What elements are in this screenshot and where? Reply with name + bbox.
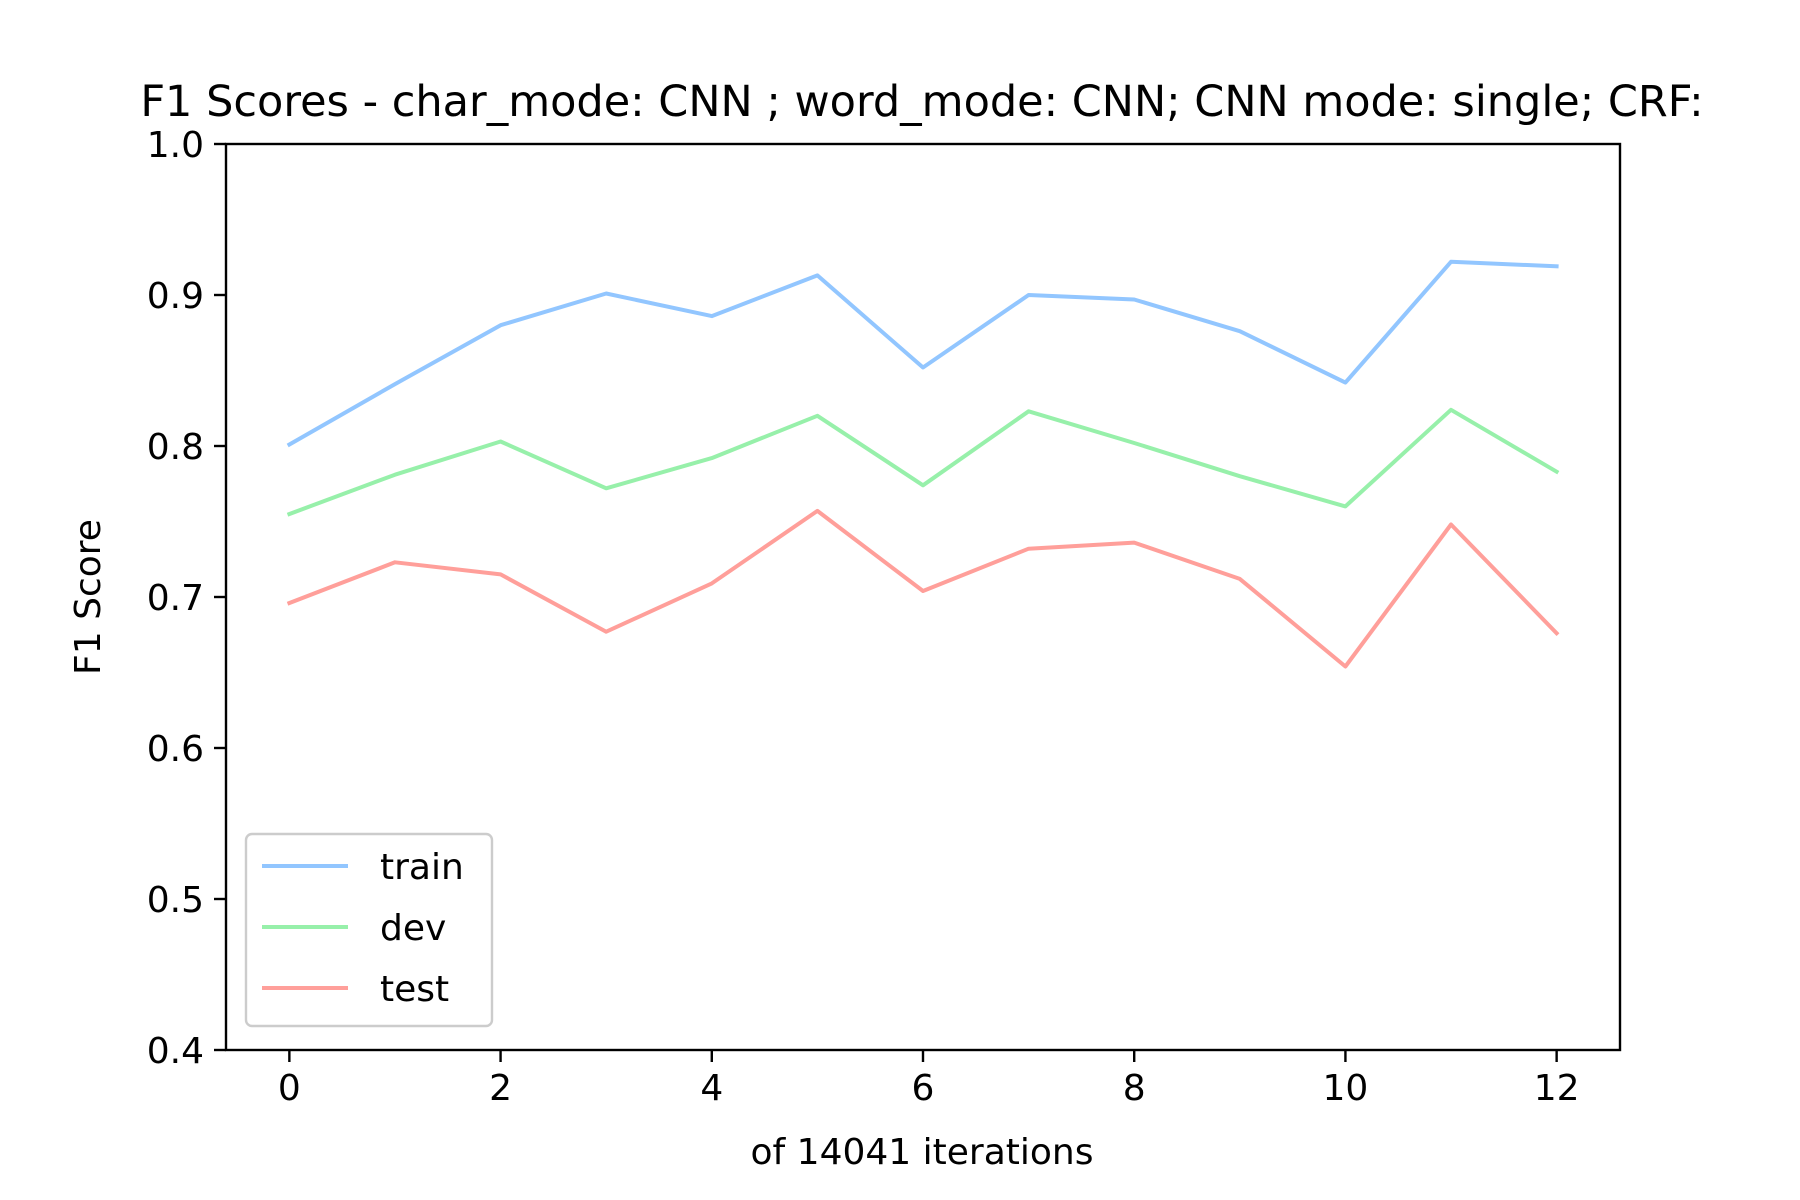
legend-label-dev: dev bbox=[380, 908, 446, 949]
x-tick-label: 8 bbox=[1123, 1068, 1146, 1109]
series-layer bbox=[286, 259, 1560, 669]
x-tick-label: 2 bbox=[489, 1068, 512, 1109]
series-line-test bbox=[286, 508, 1560, 669]
chart-title: F1 Scores - char_mode: CNN ; word_mode: … bbox=[140, 77, 1703, 127]
x-axis: 0 2 4 6 8 10 12 bbox=[278, 1050, 1580, 1109]
y-tick-label: 0.6 bbox=[147, 729, 204, 770]
y-tick-label: 0.8 bbox=[147, 427, 204, 468]
y-tick-label: 0.9 bbox=[147, 276, 204, 317]
legend-label-train: train bbox=[380, 847, 464, 888]
x-tick-label: 4 bbox=[700, 1068, 723, 1109]
x-tick-label: 10 bbox=[1323, 1068, 1369, 1109]
series-line-dev bbox=[286, 407, 1560, 517]
y-axis: 0.4 0.5 0.6 0.7 0.8 0.9 1.0 bbox=[147, 125, 226, 1072]
y-tick-label: 0.5 bbox=[147, 880, 204, 921]
legend-label-test: test bbox=[380, 969, 449, 1010]
legend-frame bbox=[244, 832, 494, 1028]
legend: train dev test bbox=[244, 832, 494, 1028]
y-tick-label: 0.4 bbox=[147, 1031, 204, 1072]
y-axis-label: F1 Score bbox=[68, 519, 109, 675]
x-axis-label: of 14041 iterations bbox=[751, 1132, 1094, 1173]
x-tick-label: 12 bbox=[1534, 1068, 1580, 1109]
y-tick-label: 0.7 bbox=[147, 578, 204, 619]
y-tick-label: 1.0 bbox=[147, 125, 204, 166]
x-tick-label: 0 bbox=[278, 1068, 301, 1109]
series-line-train bbox=[286, 259, 1559, 448]
x-tick-label: 6 bbox=[912, 1068, 935, 1109]
